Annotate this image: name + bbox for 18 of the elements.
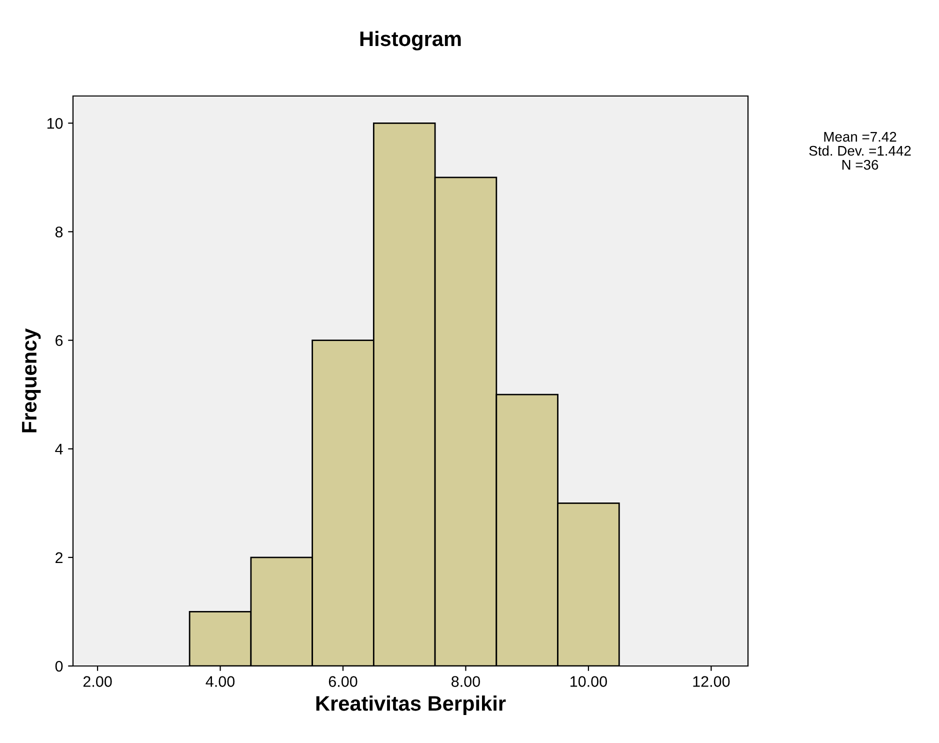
x-tick-label: 8.00 [452,676,480,687]
x-tick-label: 10.00 [570,676,607,687]
x-tick-label: 2.00 [83,676,112,687]
y-tick-label: 6 [56,335,63,346]
y-tick-label: 0 [55,660,63,672]
text: Mean =7.42 [824,132,896,142]
y-axis-title: Frequency [22,328,41,432]
x-tick-label: 12.00 [693,676,730,687]
x-tick-label: 4.00 [206,676,235,687]
y-tick-label: 10 [47,118,63,129]
text: Std. Dev. =1.442 [809,146,911,156]
y-tick-label: 2 [56,552,63,563]
x-tick-label: 6.00 [328,676,358,687]
x-axis-title: Kreativitas Berpikir [316,696,506,715]
chart-title: Histogram [360,30,461,50]
y-tick-label: 8 [55,226,63,238]
y-tick-label: 4 [55,444,63,454]
text: N =36 [842,160,878,170]
